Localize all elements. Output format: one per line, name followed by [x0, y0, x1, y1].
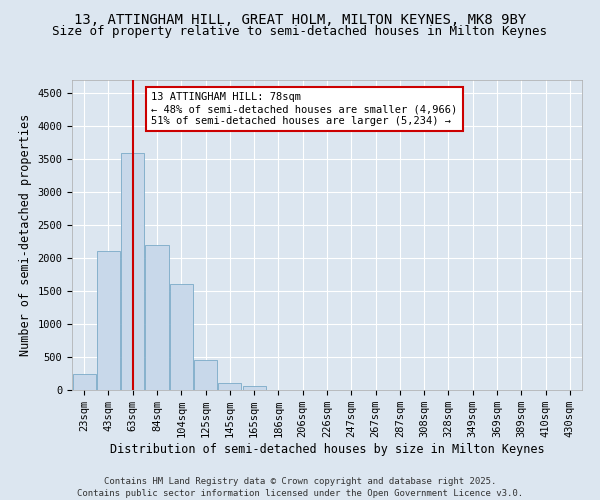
Text: Size of property relative to semi-detached houses in Milton Keynes: Size of property relative to semi-detach… — [53, 24, 548, 38]
Bar — [121, 152, 144, 390]
Text: 13, ATTINGHAM HILL, GREAT HOLM, MILTON KEYNES, MK8 9BY: 13, ATTINGHAM HILL, GREAT HOLM, MILTON K… — [74, 12, 526, 26]
Bar — [170, 284, 193, 390]
Bar — [145, 245, 169, 390]
Bar — [73, 374, 95, 390]
Y-axis label: Number of semi-detached properties: Number of semi-detached properties — [19, 114, 32, 356]
Text: 13 ATTINGHAM HILL: 78sqm
← 48% of semi-detached houses are smaller (4,966)
51% o: 13 ATTINGHAM HILL: 78sqm ← 48% of semi-d… — [151, 92, 457, 126]
X-axis label: Distribution of semi-detached houses by size in Milton Keynes: Distribution of semi-detached houses by … — [110, 443, 544, 456]
Text: Contains HM Land Registry data © Crown copyright and database right 2025.
Contai: Contains HM Land Registry data © Crown c… — [77, 476, 523, 498]
Bar — [218, 384, 241, 390]
Bar — [97, 252, 120, 390]
Bar — [242, 386, 266, 390]
Bar — [194, 360, 217, 390]
